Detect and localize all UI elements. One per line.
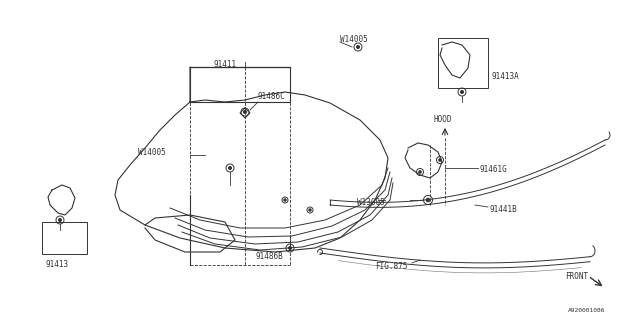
Circle shape — [419, 171, 421, 173]
Text: FRONT: FRONT — [565, 272, 588, 281]
Circle shape — [289, 246, 291, 250]
Text: FIG.875: FIG.875 — [375, 262, 408, 271]
Bar — [190, 67, 290, 102]
Circle shape — [58, 219, 61, 221]
Text: W14005: W14005 — [340, 35, 368, 44]
Text: HOOD: HOOD — [433, 115, 451, 124]
Text: W13005: W13005 — [357, 198, 385, 207]
Circle shape — [309, 209, 311, 211]
Text: 91461G: 91461G — [480, 165, 508, 174]
Text: A920001086: A920001086 — [568, 308, 605, 313]
Text: 91441B: 91441B — [490, 205, 518, 214]
Circle shape — [438, 159, 442, 161]
Text: 91413A: 91413A — [492, 72, 520, 81]
Circle shape — [426, 198, 430, 202]
Bar — [438, 38, 488, 88]
Text: W14005: W14005 — [138, 148, 166, 157]
Text: 91486B: 91486B — [255, 252, 283, 261]
Circle shape — [461, 91, 463, 93]
Text: 91486C: 91486C — [258, 92, 285, 101]
Text: 91413: 91413 — [46, 260, 69, 269]
Text: 91411: 91411 — [213, 60, 236, 69]
Bar — [42, 222, 87, 254]
Circle shape — [228, 166, 232, 170]
Circle shape — [243, 110, 246, 114]
Circle shape — [356, 45, 360, 49]
Circle shape — [284, 199, 286, 201]
